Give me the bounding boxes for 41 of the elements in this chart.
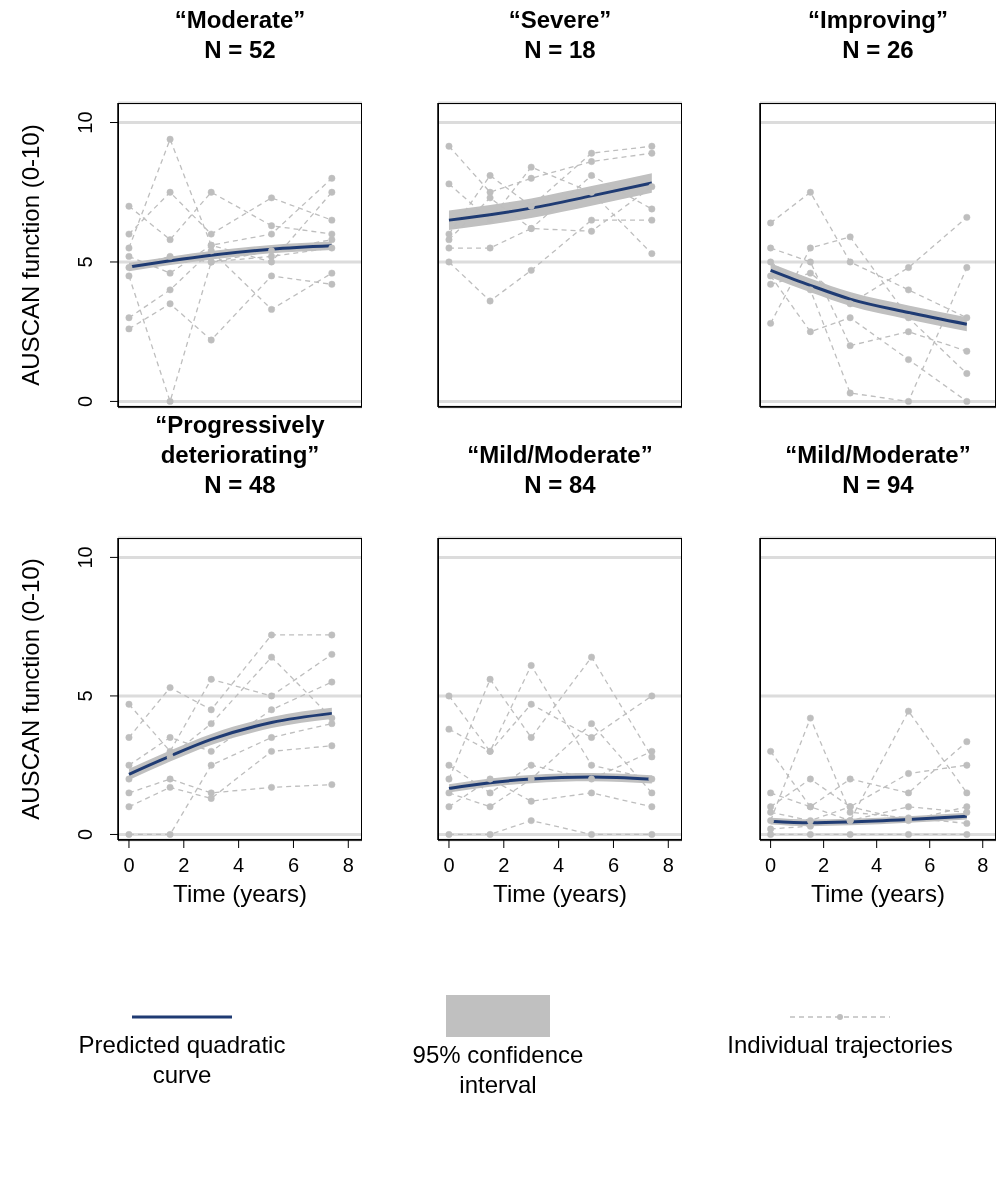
x-tick-label: 2: [818, 854, 830, 876]
chart-subtitle: N = 84: [524, 470, 596, 500]
text: 95% confidence interval: [411, 1040, 585, 1100]
y-axis-title: AUSCAN function (0-10): [16, 124, 44, 386]
x-axis-title: Time (years): [811, 880, 945, 907]
chart-title: “Progressively deteriorating”: [154, 410, 326, 470]
x-tick-label: 6: [924, 854, 936, 876]
chart-subtitle: N = 18: [524, 35, 596, 65]
x-tick-label: 0: [443, 854, 455, 876]
x-tick-label: 8: [662, 854, 674, 876]
x-tick-label: 0: [765, 854, 777, 876]
chart-subtitle: N = 94: [842, 470, 914, 500]
x-tick-label: 8: [342, 854, 354, 876]
x-tick-label: 4: [553, 854, 565, 876]
chart-subtitle: N = 52: [204, 35, 276, 65]
y-tick-label: 5: [74, 256, 96, 268]
x-tick-label: 0: [123, 854, 135, 876]
x-tick-label: 8: [977, 854, 989, 876]
x-tick-label: 2: [498, 854, 510, 876]
y-tick-label: 0: [74, 395, 96, 407]
y-axis-title: AUSCAN function (0-10): [16, 558, 44, 820]
x-tick-label: 4: [871, 854, 883, 876]
chart-title: “Improving”: [807, 5, 948, 35]
chart-subtitle: N = 26: [842, 35, 914, 65]
x-axis-title: Time (years): [493, 880, 627, 907]
chart-subtitle: N = 48: [204, 470, 276, 500]
y-tick-label: 10: [74, 111, 96, 134]
x-tick-label: 6: [607, 854, 620, 876]
y-tick-label: 10: [74, 546, 96, 569]
y-tick-label: 0: [74, 828, 96, 841]
legend-label: Individual trajectories: [726, 1030, 954, 1060]
chart-title: “Mild/Moderate”: [785, 440, 971, 470]
x-tick-label: 2: [178, 854, 190, 876]
x-tick-label: 6: [287, 854, 300, 876]
x-tick-label: 4: [233, 854, 245, 876]
chart-title: “Mild/Moderate”: [467, 440, 653, 470]
y-tick-label: 5: [74, 690, 96, 702]
chart-title: “Severe”: [508, 5, 612, 35]
x-axis-title: Time (years): [173, 880, 307, 907]
chart-title: “Moderate”: [174, 5, 306, 35]
legend-label: Predicted quadratic curve: [77, 1030, 287, 1090]
